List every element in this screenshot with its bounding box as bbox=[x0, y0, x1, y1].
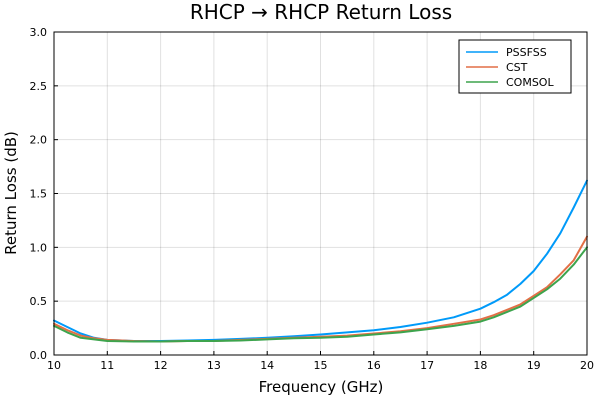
x-tick-label: 11 bbox=[100, 359, 114, 372]
y-axis-label: Return Loss (dB) bbox=[2, 131, 20, 255]
legend-label-comsol: COMSOL bbox=[506, 76, 554, 89]
y-tick-label: 1.0 bbox=[30, 241, 48, 254]
legend: PSSFSS CST COMSOL bbox=[458, 39, 572, 94]
x-tick-label: 17 bbox=[420, 359, 434, 372]
y-tick-label: 0.5 bbox=[30, 295, 48, 308]
x-axis: 10 11 12 13 14 15 16 17 18 19 20 bbox=[47, 351, 594, 372]
y-tick-label: 2.5 bbox=[30, 80, 48, 93]
y-tick-label: 3.0 bbox=[30, 26, 48, 39]
y-tick-label: 0.0 bbox=[30, 349, 48, 362]
y-tick-label: 1.5 bbox=[30, 188, 48, 201]
y-tick-label: 2.0 bbox=[30, 134, 48, 147]
x-tick-label: 13 bbox=[207, 359, 221, 372]
x-tick-label: 19 bbox=[527, 359, 541, 372]
x-tick-label: 18 bbox=[473, 359, 487, 372]
series-line-comsol bbox=[53, 246, 588, 343]
x-tick-label: 20 bbox=[580, 359, 594, 372]
legend-label-cst: CST bbox=[506, 61, 528, 74]
series-layer bbox=[53, 179, 588, 343]
x-tick-label: 15 bbox=[314, 359, 328, 372]
legend-items: PSSFSS CST COMSOL bbox=[466, 46, 554, 89]
legend-label-pssfss: PSSFSS bbox=[506, 46, 547, 59]
chart-title: RHCP → RHCP Return Loss bbox=[190, 0, 452, 24]
x-tick-label: 10 bbox=[47, 359, 61, 372]
x-tick-label: 16 bbox=[367, 359, 381, 372]
x-tick-label: 12 bbox=[154, 359, 168, 372]
x-tick-label: 14 bbox=[260, 359, 274, 372]
y-axis: 0.0 0.5 1.0 1.5 2.0 2.5 3.0 bbox=[30, 26, 58, 362]
x-axis-label: Frequency (GHz) bbox=[259, 378, 384, 396]
